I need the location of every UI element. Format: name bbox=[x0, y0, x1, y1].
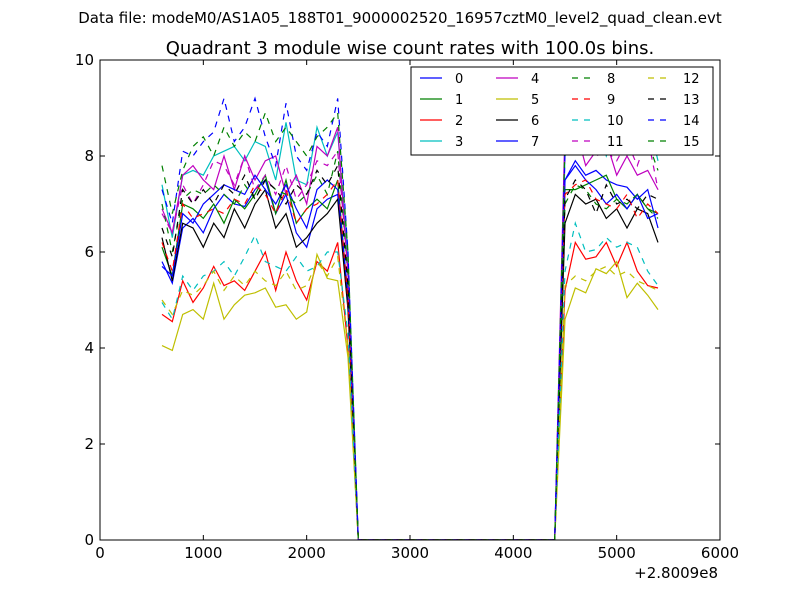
y-tick-label: 2 bbox=[84, 435, 94, 453]
legend-label-2: 2 bbox=[455, 114, 463, 129]
series-line-14 bbox=[161, 96, 659, 540]
series-line-2 bbox=[161, 240, 659, 540]
series-line-13 bbox=[161, 163, 659, 540]
x-tick-label: 6000 bbox=[701, 544, 739, 562]
x-tick-label: 4000 bbox=[494, 544, 532, 562]
legend-label-12: 12 bbox=[683, 72, 700, 87]
legend-label-10: 10 bbox=[607, 114, 624, 129]
x-tick-label: 0 bbox=[95, 544, 105, 562]
legend-label-13: 13 bbox=[683, 93, 700, 108]
legend-label-15: 15 bbox=[683, 135, 700, 150]
series-line-6 bbox=[161, 188, 659, 540]
y-tick-label: 8 bbox=[84, 147, 94, 165]
series-line-11 bbox=[161, 121, 659, 540]
x-tick-label: 1000 bbox=[184, 544, 222, 562]
legend-label-6: 6 bbox=[531, 114, 539, 129]
series-line-10 bbox=[161, 221, 659, 540]
legend-label-3: 3 bbox=[455, 135, 463, 150]
x-tick-label: 2000 bbox=[288, 544, 326, 562]
legend-label-5: 5 bbox=[531, 93, 539, 108]
legend-label-8: 8 bbox=[607, 72, 615, 87]
x-offset-label: +2.8009e8 bbox=[634, 564, 718, 582]
series-line-5 bbox=[161, 252, 659, 540]
series-line-4 bbox=[161, 126, 659, 540]
legend-label-7: 7 bbox=[531, 135, 539, 150]
series-line-9 bbox=[161, 178, 659, 540]
legend-label-1: 1 bbox=[455, 93, 463, 108]
y-tick-label: 6 bbox=[84, 243, 94, 261]
legend-frame bbox=[410, 66, 714, 156]
x-tick-label: 5000 bbox=[598, 544, 636, 562]
series-line-7 bbox=[161, 164, 659, 540]
series-line-8 bbox=[161, 151, 659, 540]
legend-label-9: 9 bbox=[607, 93, 615, 108]
legend-label-0: 0 bbox=[455, 72, 463, 87]
y-tick-label: 10 bbox=[75, 51, 94, 69]
chart-suptitle: Data file: modeM0/AS1A05_188T01_90000025… bbox=[78, 9, 722, 28]
chart-title: Quadrant 3 module wise count rates with … bbox=[166, 38, 655, 59]
series-layer bbox=[161, 96, 659, 540]
legend-label-11: 11 bbox=[607, 135, 624, 150]
y-tick-label: 0 bbox=[84, 531, 94, 549]
y-tick-label: 4 bbox=[84, 339, 94, 357]
legend-label-4: 4 bbox=[531, 72, 539, 87]
series-line-12 bbox=[161, 254, 659, 540]
legend-label-14: 14 bbox=[683, 114, 700, 129]
series-line-1 bbox=[161, 173, 659, 540]
series-line-0 bbox=[161, 159, 659, 540]
x-tick-label: 3000 bbox=[391, 544, 429, 562]
